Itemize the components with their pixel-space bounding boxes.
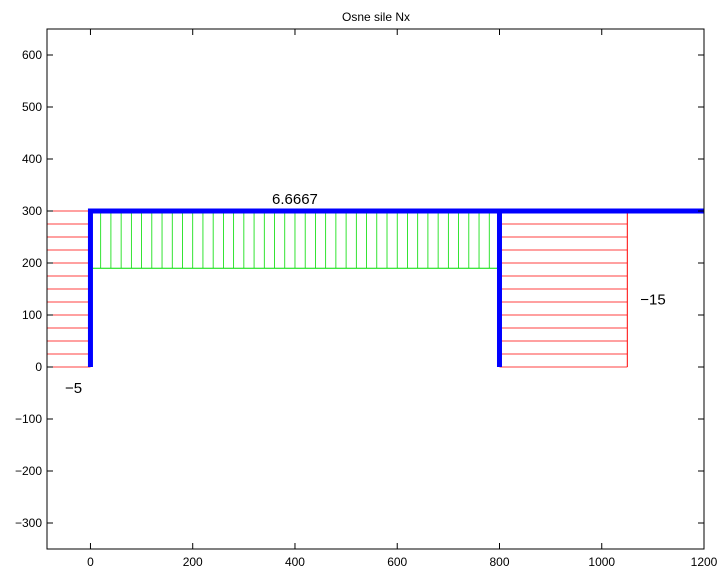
y-tick-label: 400 (22, 152, 42, 166)
force-value-label: −5 (65, 380, 82, 397)
y-tick-label: −300 (15, 516, 42, 530)
x-tick-label: 1000 (588, 555, 615, 569)
frame-structure (87, 208, 502, 367)
x-tick-label: 1200 (691, 555, 718, 569)
force-diagram-right-column (498, 210, 628, 368)
force-diagram-beam (90, 210, 500, 269)
chart-title: Osne sile Nx (342, 10, 410, 24)
plot-area: −5 6.6667 −15 (46, 191, 704, 397)
x-tick-label: 0 (87, 555, 94, 569)
y-tick-label: 500 (22, 100, 42, 114)
y-tick-label: 100 (22, 308, 42, 322)
x-tick-label: 200 (183, 555, 203, 569)
y-tick-label: −200 (15, 464, 42, 478)
x-tick-label: 400 (285, 555, 305, 569)
y-tick-label: 0 (35, 360, 42, 374)
y-tick-label: −100 (15, 412, 42, 426)
force-value-label: 6.6667 (272, 191, 318, 208)
y-tick-label: 200 (22, 256, 42, 270)
y-tick-label: 600 (22, 48, 42, 62)
y-tick-label: 300 (22, 204, 42, 218)
axes: 0 200 400 600 800 1000 1200 −300 −200 −100 0 100 200… (15, 28, 718, 569)
axes-box (46, 28, 705, 550)
force-value-label: −15 (640, 292, 665, 309)
x-tick-label: 800 (489, 555, 509, 569)
force-diagram-left-column (46, 210, 91, 368)
x-tick-label: 600 (387, 555, 407, 569)
